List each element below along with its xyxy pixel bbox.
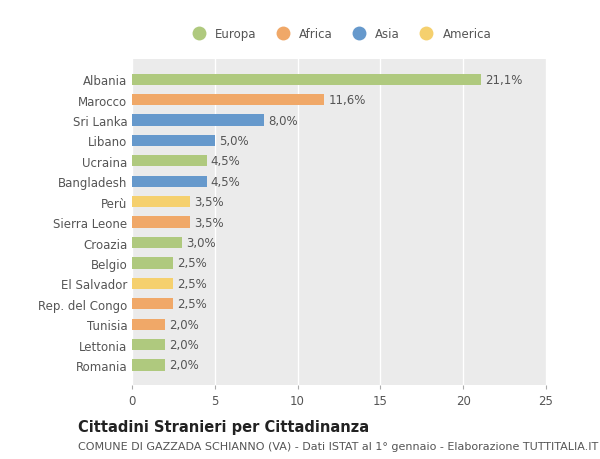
Bar [132, 359, 165, 371]
Bar [132, 156, 206, 167]
Text: COMUNE DI GAZZADA SCHIANNO (VA) - Dati ISTAT al 1° gennaio - Elaborazione TUTTIT: COMUNE DI GAZZADA SCHIANNO (VA) - Dati I… [78, 441, 598, 451]
Text: 4,5%: 4,5% [211, 155, 241, 168]
Text: 5,0%: 5,0% [219, 134, 248, 148]
Text: 8,0%: 8,0% [269, 114, 298, 127]
Text: 2,0%: 2,0% [169, 338, 199, 351]
Text: 2,5%: 2,5% [178, 257, 207, 270]
Bar [132, 135, 215, 147]
Bar [132, 217, 190, 228]
Bar [132, 196, 190, 208]
Bar [132, 258, 173, 269]
Text: 3,5%: 3,5% [194, 196, 224, 209]
Bar [132, 319, 165, 330]
Bar [132, 176, 206, 187]
Bar [132, 115, 265, 126]
Text: 2,0%: 2,0% [169, 358, 199, 372]
Text: 4,5%: 4,5% [211, 175, 241, 188]
Bar [132, 237, 182, 249]
Text: 11,6%: 11,6% [328, 94, 365, 107]
Bar [132, 278, 173, 289]
Text: 21,1%: 21,1% [485, 73, 523, 87]
Text: 3,5%: 3,5% [194, 216, 224, 229]
Bar [132, 95, 324, 106]
Text: 2,5%: 2,5% [178, 277, 207, 290]
Text: 2,5%: 2,5% [178, 297, 207, 311]
Bar [132, 298, 173, 310]
Text: Cittadini Stranieri per Cittadinanza: Cittadini Stranieri per Cittadinanza [78, 419, 369, 434]
Bar [132, 74, 481, 86]
Bar [132, 339, 165, 350]
Text: 2,0%: 2,0% [169, 318, 199, 331]
Text: 3,0%: 3,0% [186, 236, 215, 249]
Legend: Europa, Africa, Asia, America: Europa, Africa, Asia, America [182, 23, 496, 45]
